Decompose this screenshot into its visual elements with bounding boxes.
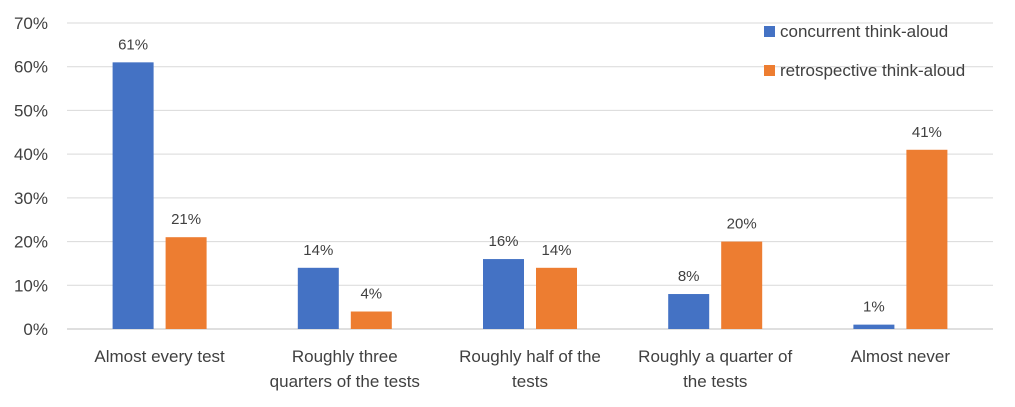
- data-label: 8%: [678, 268, 700, 285]
- y-tick-label: 60%: [14, 58, 48, 77]
- bar-concurrent: [483, 259, 524, 329]
- bar-concurrent: [297, 267, 339, 329]
- bar-retrospective: [536, 267, 577, 329]
- legend: concurrent think-aloud retrospective thin…: [764, 22, 965, 80]
- y-tick-label: 40%: [14, 145, 48, 164]
- bars: [112, 62, 948, 329]
- y-tick-label: 20%: [14, 233, 48, 252]
- data-label: 14%: [541, 242, 571, 259]
- data-label: 21%: [171, 211, 201, 228]
- y-tick-label: 0%: [23, 320, 48, 339]
- bar-concurrent: [853, 324, 895, 329]
- y-tick-label: 30%: [14, 189, 48, 208]
- category-label: Roughly three: [292, 347, 398, 366]
- data-labels: 61% 21% 14% 4% 16% 14% 8% 20% 1% 41%: [118, 36, 942, 315]
- y-tick-label: 50%: [14, 101, 48, 120]
- data-label: 1%: [863, 299, 885, 316]
- data-label: 16%: [488, 233, 518, 250]
- legend-swatch: [764, 26, 775, 37]
- data-label: 41%: [912, 124, 942, 141]
- y-tick-label: 10%: [14, 276, 48, 295]
- bar-concurrent: [112, 62, 154, 329]
- bar-retrospective: [350, 311, 392, 329]
- bar-retrospective: [165, 237, 207, 329]
- bar-concurrent: [668, 294, 710, 329]
- data-label: 20%: [727, 216, 757, 233]
- x-axis-categories: Almost every test Roughly three quarters o…: [94, 347, 950, 391]
- data-label: 61%: [118, 36, 148, 53]
- legend-swatch: [764, 65, 775, 76]
- data-label: 4%: [360, 286, 382, 303]
- category-label: Almost never: [851, 347, 951, 366]
- category-label: Roughly half of the: [459, 347, 601, 366]
- category-label: Almost every test: [94, 347, 225, 366]
- data-label: 14%: [303, 242, 333, 259]
- category-label: quarters of the tests: [270, 372, 420, 391]
- legend-label: retrospective think-aloud: [780, 61, 965, 80]
- bar-retrospective: [721, 241, 763, 329]
- gridlines: [67, 22, 993, 330]
- category-label: tests: [512, 372, 548, 391]
- category-label: Roughly a quarter of: [638, 347, 792, 366]
- category-label: the tests: [683, 372, 747, 391]
- legend-label: concurrent think-aloud: [780, 22, 948, 41]
- y-tick-label: 70%: [14, 14, 48, 33]
- y-axis-ticks: 0% 10% 20% 30% 40% 50% 60% 70%: [14, 14, 48, 339]
- bar-retrospective: [906, 149, 948, 329]
